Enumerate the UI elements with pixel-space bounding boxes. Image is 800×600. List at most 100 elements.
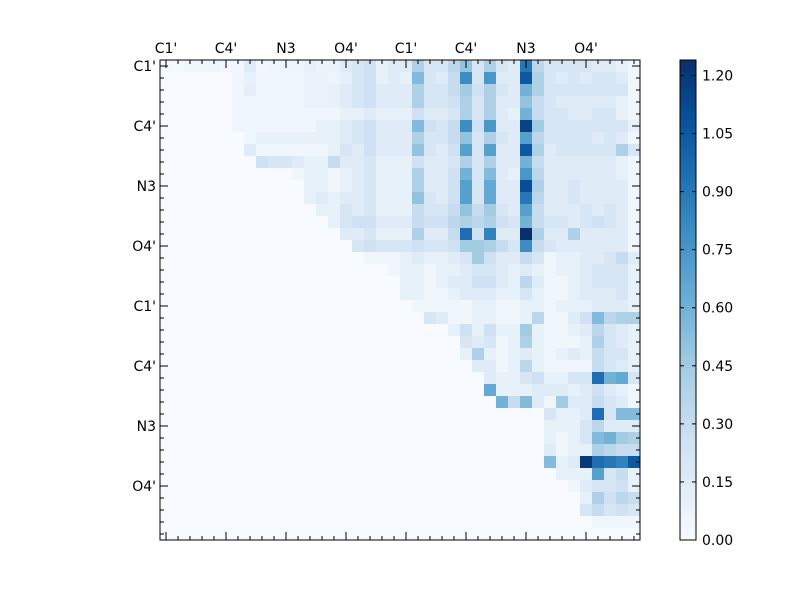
heatmap-cell [484,324,497,337]
heatmap-cell [304,264,317,277]
heatmap-cell [172,72,185,85]
heatmap-cell [508,300,521,313]
heatmap-cell [364,336,377,349]
heatmap-cell [328,468,341,481]
heatmap-cell [364,420,377,433]
heatmap-cell [544,456,557,469]
heatmap-cell [616,228,629,241]
heatmap-cell [244,504,257,517]
heatmap-cell [340,156,353,169]
heatmap-cell [424,384,437,397]
heatmap-cell [268,132,281,145]
heatmap-cell [172,516,185,529]
heatmap-cell [388,408,401,421]
heatmap-cell [544,204,557,217]
heatmap-cell [220,204,233,217]
heatmap-cell [376,252,389,265]
heatmap-cell [628,276,641,289]
heatmap-cell [244,396,257,409]
heatmap-cell [196,336,209,349]
heatmap-cell [400,192,413,205]
heatmap-cell [532,480,545,493]
heatmap-cell [232,468,245,481]
heatmap-cell [232,360,245,373]
heatmap-cell [196,240,209,253]
heatmap-cell [448,300,461,313]
heatmap-cell [256,396,269,409]
heatmap-cell [352,132,365,145]
heatmap-cell [424,276,437,289]
heatmap-cell [472,384,485,397]
heatmap-cell [340,96,353,109]
heatmap-cell [364,276,377,289]
heatmap-cell [544,108,557,121]
heatmap-cell [364,108,377,121]
heatmap-cell [304,192,317,205]
heatmap-cell [292,516,305,529]
heatmap-cell [292,192,305,205]
heatmap-cell [376,372,389,385]
heatmap-cell [424,156,437,169]
heatmap-cell [388,516,401,529]
heatmap-cell [352,408,365,421]
heatmap-cell [256,228,269,241]
heatmap-cell [544,288,557,301]
heatmap-cell [352,228,365,241]
heatmap-cell [208,192,221,205]
heatmap-cell [508,432,521,445]
heatmap-cell [364,300,377,313]
heatmap-cell [532,456,545,469]
heatmap-cell [448,108,461,121]
heatmap-cell [352,528,365,541]
heatmap-cell [412,264,425,277]
heatmap-cell [292,396,305,409]
heatmap-cell [400,336,413,349]
heatmap-cell [388,252,401,265]
heatmap-cell [196,156,209,169]
heatmap-cell [196,132,209,145]
heatmap-cell [520,420,533,433]
heatmap-cell [460,444,473,457]
heatmap-cell [520,156,533,169]
heatmap-cell [460,300,473,313]
heatmap-cell [508,444,521,457]
heatmap-cell [412,108,425,121]
heatmap-cell [460,372,473,385]
heatmap-cell [340,84,353,97]
heatmap-cell [172,312,185,325]
heatmap-cell [220,84,233,97]
y-tick-label: N3 [137,179,156,195]
heatmap-cell [376,336,389,349]
heatmap-cell [496,444,509,457]
heatmap-cell [172,432,185,445]
heatmap-cell [208,84,221,97]
heatmap-cell [436,60,449,73]
heatmap-cell [316,504,329,517]
heatmap-cell [448,204,461,217]
heatmap-cell [280,336,293,349]
heatmap-cell [340,276,353,289]
heatmap-cell [628,192,641,205]
heatmap-cell [328,324,341,337]
heatmap-cell [304,168,317,181]
heatmap-cell [592,84,605,97]
heatmap-cell [292,348,305,361]
heatmap-cell [484,204,497,217]
heatmap-cell [388,504,401,517]
heatmap-cell [568,408,581,421]
heatmap-cell [604,240,617,253]
heatmap-cell [316,120,329,133]
heatmap-cell [448,84,461,97]
heatmap-cell [568,204,581,217]
heatmap-cell [412,396,425,409]
heatmap-cell [412,324,425,337]
heatmap-cell [532,156,545,169]
heatmap-cell [160,348,173,361]
heatmap-cell [580,264,593,277]
heatmap-cell [400,504,413,517]
heatmap-cell [292,360,305,373]
heatmap-cell [316,84,329,97]
heatmap-cell [184,516,197,529]
heatmap-cell [388,192,401,205]
